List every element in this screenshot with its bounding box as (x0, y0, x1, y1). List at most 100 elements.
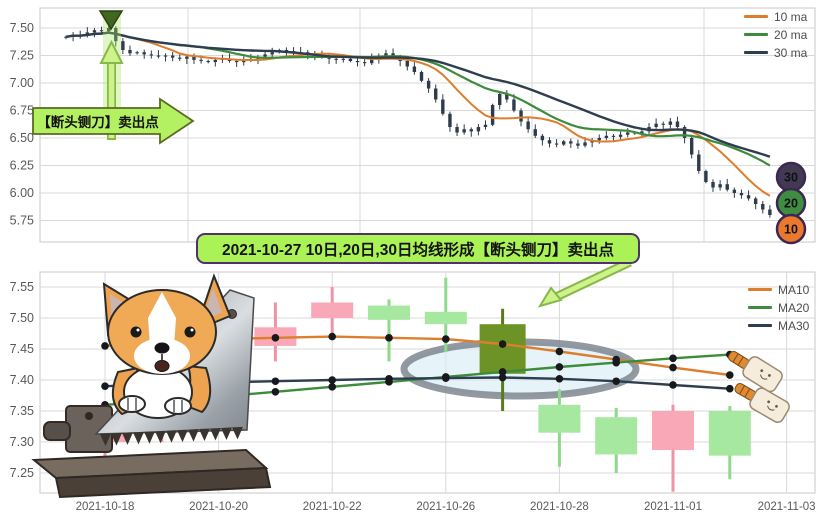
ma-badge (775, 213, 807, 245)
candle (206, 61, 210, 63)
candle (595, 417, 638, 455)
saw-tooth (221, 427, 232, 440)
candle (576, 143, 580, 146)
ma-dot (101, 382, 109, 391)
corgi-illustration (102, 273, 232, 419)
candle (384, 53, 388, 56)
candle (526, 121, 530, 130)
ma-dot (442, 374, 450, 382)
saw-tooth (199, 428, 210, 442)
ma30-line (65, 31, 771, 158)
saw-tooth (144, 431, 155, 444)
paw-toes (173, 400, 183, 412)
candle (370, 58, 374, 64)
ma-dot (271, 377, 280, 386)
saw-tooth (177, 429, 188, 443)
y-tick-label: 6.00 (10, 186, 34, 200)
legend-swatch (744, 15, 768, 18)
y-tick-label: 5.75 (10, 214, 34, 228)
candle (583, 142, 587, 146)
y-tick-label: 6.50 (10, 131, 34, 145)
x-tick-label: 2021-10-20 (189, 501, 248, 513)
saw-tooth (133, 431, 144, 445)
candle (412, 66, 417, 72)
ma-badge-label: 20 (784, 197, 798, 211)
candle (469, 129, 473, 132)
legend-label: 20 ma (774, 27, 808, 42)
legend-swatch (748, 306, 772, 309)
y-tick-label: 7.50 (10, 311, 34, 325)
ma-dot (669, 354, 677, 363)
candle (505, 94, 509, 100)
sell-marker-triangle-icon (98, 10, 124, 31)
candle (448, 113, 452, 127)
candle (540, 135, 545, 141)
candle (64, 36, 68, 38)
candle (405, 61, 409, 67)
cleaver-blade (749, 387, 790, 423)
legend-label: MA10 (778, 282, 810, 297)
candle (533, 129, 537, 136)
candle (739, 193, 744, 196)
candle (462, 129, 466, 133)
candle (362, 62, 367, 64)
cleaver-icon (734, 383, 790, 423)
y-tick-label: 7.25 (10, 466, 34, 480)
callout-arrow-box (32, 97, 195, 145)
paw-toes (127, 398, 137, 410)
eye-glint (136, 328, 140, 332)
guillotine-base-front (54, 466, 272, 499)
eye-glint (190, 328, 194, 332)
top-chart-ma-badges: 30 20 10 (775, 161, 807, 245)
handle-band (737, 356, 744, 366)
candle (355, 61, 360, 63)
candle (199, 59, 203, 61)
y-tick-label: 7.25 (10, 49, 34, 63)
candle (263, 54, 267, 57)
face-eye (775, 404, 778, 408)
ma-badge-label: 30 (784, 171, 798, 185)
candle (640, 131, 644, 134)
candle (426, 80, 431, 89)
ma-dot (612, 377, 620, 386)
candle (732, 189, 737, 193)
candle (149, 54, 154, 56)
ma-dot (498, 340, 507, 348)
y-tick-label: 7.35 (10, 404, 34, 418)
corgi-guillotine-illustration (31, 273, 272, 499)
saw-tooth (100, 433, 111, 446)
candle (368, 305, 410, 320)
candle (476, 127, 481, 132)
ma-dot (101, 342, 109, 350)
handle-band (739, 385, 745, 395)
legend-swatch (748, 288, 772, 291)
featured-sell-candle (479, 324, 526, 374)
candle (99, 30, 104, 32)
candle (270, 52, 274, 55)
pattern-callout-text: 2021-10-27 10日,20日,30日均线形成【断头铡刀】卖出点 (222, 241, 614, 259)
candle (192, 56, 196, 60)
candle (483, 124, 488, 127)
x-tick-label: 2021-11-01 (644, 501, 702, 513)
corgi-eye (184, 326, 196, 338)
candle (213, 59, 218, 63)
candle (761, 204, 765, 210)
face-eye (767, 374, 771, 377)
candle (597, 138, 601, 141)
sell-point-callout: 【断头铡刀】卖出点 (30, 96, 198, 146)
saw-tooth (210, 427, 221, 441)
bottom-chart-axes: 7.55 7.50 7.45 7.40 7.35 7.30 7.25 2021-10-18 20… (10, 280, 816, 513)
candle (768, 209, 772, 215)
x-tick-label: 2021-10-18 (76, 501, 135, 513)
candle (569, 141, 573, 144)
x-tick-label: 2021-11-03 (758, 501, 816, 513)
legend-label: MA30 (778, 318, 810, 333)
legend-item: 20 ma (744, 27, 807, 42)
callout-arrow (537, 257, 632, 308)
ma-dot (555, 374, 564, 383)
candle (668, 121, 673, 125)
candle (242, 59, 246, 63)
y-tick-label: 6.25 (10, 159, 34, 173)
cleaver-icons (728, 350, 790, 423)
